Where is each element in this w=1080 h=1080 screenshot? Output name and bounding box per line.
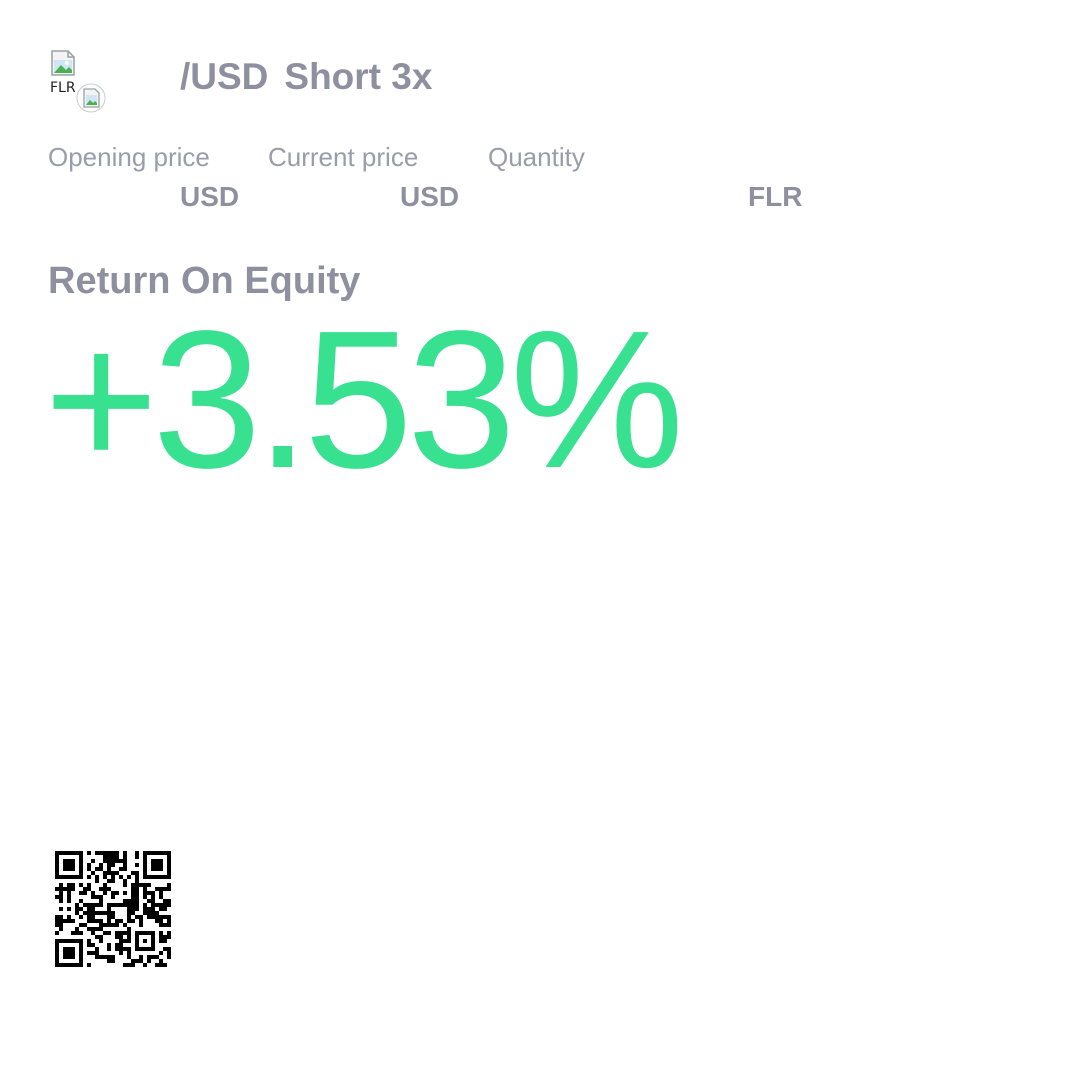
opening-price-label: Opening price [48,142,210,172]
direction-leverage: Short 3x [284,56,433,97]
current-price-unit: USD [400,181,460,212]
broken-image-icon [76,83,106,113]
broken-image-icon [51,50,75,76]
roe-label: Return On Equity [48,260,361,302]
pair-title: /USD Short 3x [180,52,432,102]
quantity-unit: FLR [748,181,803,212]
qr-code-icon [55,851,171,967]
roe-value: +3.53% [44,290,684,509]
opening-price-unit: USD [180,181,240,212]
quantity-label: Quantity [488,142,585,172]
pair-name: /USD [180,56,269,97]
current-price-label: Current price [268,142,419,172]
token-icon-alt-text: FLR [50,80,76,96]
